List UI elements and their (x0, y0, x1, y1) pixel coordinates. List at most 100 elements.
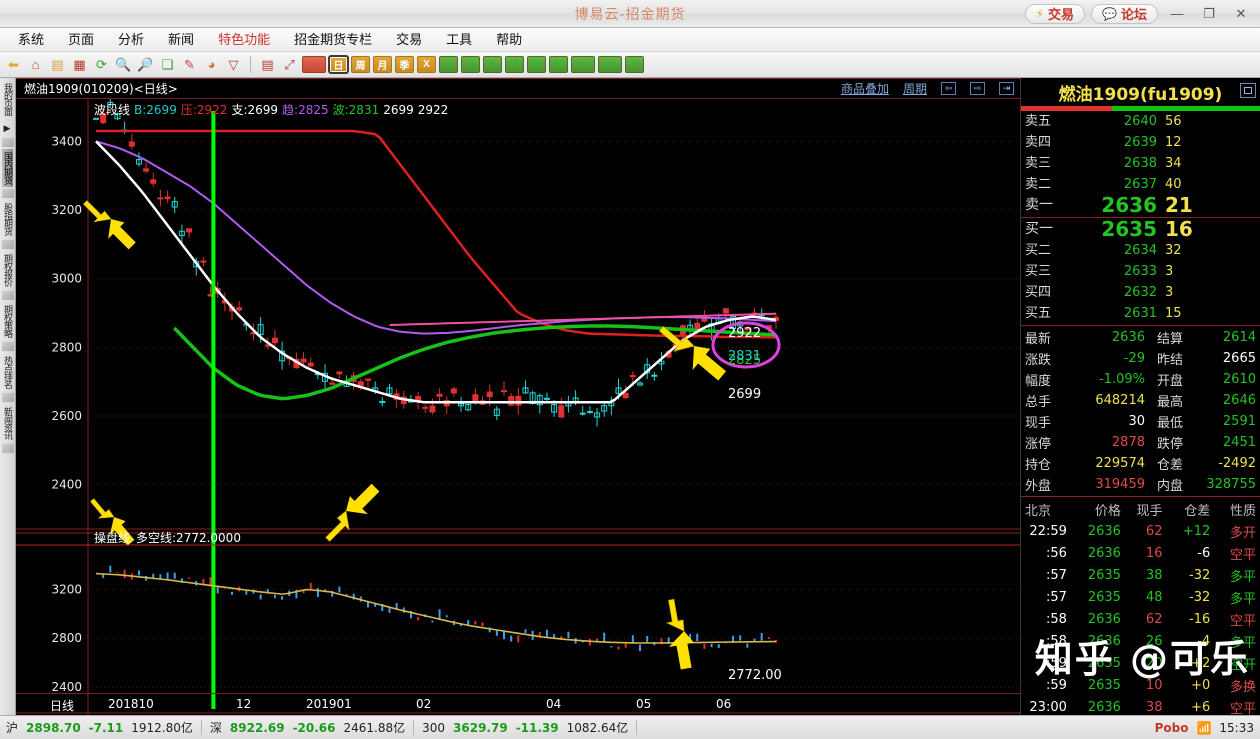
menu-item-7[interactable]: 工具 (446, 31, 473, 47)
restore-window-icon[interactable] (1240, 83, 1256, 98)
zoom-out-icon[interactable]: 🔎 (137, 56, 154, 72)
home-icon[interactable]: ⌂ (31, 57, 40, 72)
filter-icon[interactable]: ▽ (228, 56, 239, 72)
trend-chart-icon[interactable]: ⤢ (284, 56, 295, 72)
tick-row[interactable]: :58 2636 62 -16 空平 (1021, 608, 1260, 630)
tick-row[interactable]: :57 2635 48 -32 多平 (1021, 586, 1260, 608)
layout-icon[interactable]: ❏ (161, 56, 174, 72)
tick-kind: 空开 (1229, 657, 1256, 673)
period-week[interactable]: 周 (351, 56, 370, 73)
tick-price: 2635 (1087, 567, 1121, 583)
period-4hr[interactable]: 4hr (598, 56, 622, 73)
chart-pane: 燃油1909(010209)<日线> 商品叠加 周期 ⇦ ⇨ ⇥ 波段线 B:26… (16, 78, 1020, 719)
nav-prev-icon[interactable]: ⇦ (941, 82, 956, 95)
period-15min[interactable]: 15 (505, 56, 524, 73)
status-divider-0 (200, 720, 202, 735)
order-book-row[interactable]: 买一 2635 16 (1021, 219, 1260, 240)
refresh-icon[interactable]: ⟳ (96, 56, 107, 72)
tick-price: 2636 (1087, 699, 1121, 715)
paint-icon[interactable]: ◕ (207, 57, 216, 72)
tick-row[interactable]: :59 2635 10 +0 多换 (1021, 674, 1260, 696)
period-year[interactable]: Y (625, 56, 644, 73)
series-line-4 (389, 312, 777, 327)
menu-item-8[interactable]: 帮助 (496, 31, 523, 47)
order-book-row[interactable]: 买二 2634 32 (1021, 240, 1260, 261)
tick-row[interactable]: :58 2636 26 -4 多平 (1021, 630, 1260, 652)
order-book-row[interactable]: 买四 2632 3 (1021, 282, 1260, 303)
order-book-row[interactable]: 卖三 2638 34 (1021, 153, 1260, 174)
nav-end-icon[interactable]: ⇥ (999, 82, 1014, 95)
rail-item-0[interactable]: 我的页面 ▶ (3, 83, 13, 133)
list-icon[interactable]: ▤ (51, 56, 64, 72)
trade-button[interactable]: ⚡ 交易 (1024, 3, 1086, 24)
report-icon[interactable]: ▦ (73, 56, 86, 72)
order-book-row[interactable]: 卖二 2637 40 (1021, 174, 1260, 195)
stat-value-left: 30 (1128, 414, 1145, 429)
stat-row: 涨停 2878 跌停 2451 (1021, 432, 1260, 453)
indicator-part-6: 2922 (417, 103, 449, 117)
stat-value-right: 2591 (1222, 414, 1256, 429)
close-icon[interactable]: ✕ (1235, 5, 1247, 21)
indicator-part-1: 压:2922 (180, 103, 228, 117)
zoom-in-icon[interactable]: 🔍 (115, 56, 132, 72)
order-book-row[interactable]: 卖四 2639 12 (1021, 132, 1260, 153)
period-month[interactable]: 月 (373, 56, 392, 73)
period-custom[interactable]: X (417, 56, 436, 73)
menu-item-1[interactable]: 页面 (68, 31, 95, 47)
rail-item-3[interactable]: 期权报价 (3, 254, 13, 286)
menu-item-5[interactable]: 招金期货专栏 (294, 31, 373, 47)
quote-table-icon[interactable]: ▤ (261, 56, 274, 72)
minimize-icon[interactable]: — (1170, 6, 1184, 21)
tick-row[interactable]: 22:59 2636 62 +12 多开 (1021, 520, 1260, 542)
nav-next-icon[interactable]: ⇨ (970, 82, 985, 95)
period-tick[interactable]: Tick (302, 56, 326, 73)
order-book-row[interactable]: 买五 2631 15 (1021, 303, 1260, 324)
period-2hr[interactable]: 2hr (571, 56, 595, 73)
order-book-row[interactable]: 卖五 2640 56 (1021, 111, 1260, 132)
period-link[interactable]: 周期 (902, 82, 927, 96)
tick-row[interactable]: 23:00 2636 38 +6 空平 (1021, 696, 1260, 718)
period-30min[interactable]: 30 (527, 56, 546, 73)
tick-col-volume: 现手 (1136, 503, 1163, 519)
period-5min[interactable]: 5 (483, 56, 502, 73)
stat-label-right: 昨结 (1157, 353, 1184, 368)
x-axis-tick-5: 05 (636, 697, 652, 711)
period-quarter[interactable]: 季 (395, 56, 414, 73)
rail-item-5[interactable]: 热点排名 (3, 356, 13, 388)
rail-item-6[interactable]: 新闻资讯 (3, 407, 13, 439)
rail-divider-3 (1, 291, 14, 300)
price-chart-svg[interactable]: 3400 3200 3000 2800 2600 2400 3200 2800 2400 2922… (16, 99, 1020, 719)
tick-row[interactable]: :57 2635 38 -32 多平 (1021, 564, 1260, 586)
maximize-icon[interactable]: ❐ (1203, 5, 1215, 21)
rail-divider-2 (1, 240, 14, 249)
tick-row[interactable]: :56 2636 16 -6 空平 (1021, 542, 1260, 564)
trade-button-label: 交易 (1048, 7, 1075, 22)
stat-value-left: -29 (1123, 351, 1145, 366)
back-icon[interactable]: ⬅ (8, 56, 19, 72)
tick-time: :59 (1045, 655, 1067, 671)
order-book-row[interactable]: 卖一 2636 21 (1021, 195, 1260, 216)
menu-item-0[interactable]: 系统 (18, 31, 45, 47)
order-book-row[interactable]: 买三 2633 3 (1021, 261, 1260, 282)
tick-row[interactable]: :59 2635 20 +2 空开 (1021, 652, 1260, 674)
menu-item-2[interactable]: 分析 (118, 31, 145, 47)
index-value-1: 8922.69 (229, 720, 285, 735)
overlay-link[interactable]: 商品叠加 (840, 82, 889, 96)
menu-item-3[interactable]: 新闻 (168, 31, 195, 47)
tick-kind: 多换 (1229, 679, 1256, 695)
draw-pencil-icon[interactable]: ✎ (184, 56, 195, 72)
period-1min[interactable]: 1 (439, 56, 458, 73)
order-book-price: 2638 (1123, 156, 1157, 171)
sub-indicator-name: 操盘线 (94, 531, 131, 545)
forum-button[interactable]: 💬 论坛 (1091, 3, 1158, 24)
period-60min[interactable]: 60 (549, 56, 568, 73)
menu-item-6[interactable]: 交易 (396, 31, 423, 47)
rail-item-4[interactable]: 期权策略 (3, 305, 13, 337)
rail-item-1[interactable]: 国内期货 (2, 149, 13, 187)
menu-item-4[interactable]: 特色功能 (218, 31, 271, 47)
period-day[interactable]: 日 (328, 55, 349, 74)
period-3min[interactable]: 3 (461, 56, 480, 73)
tick-price: 2635 (1087, 677, 1121, 693)
rail-item-2[interactable]: 股指期货 (3, 203, 13, 235)
annotation-arrow (665, 598, 694, 670)
